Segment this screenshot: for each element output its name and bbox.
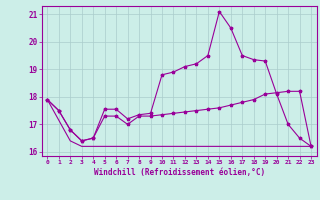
X-axis label: Windchill (Refroidissement éolien,°C): Windchill (Refroidissement éolien,°C)	[94, 168, 265, 177]
